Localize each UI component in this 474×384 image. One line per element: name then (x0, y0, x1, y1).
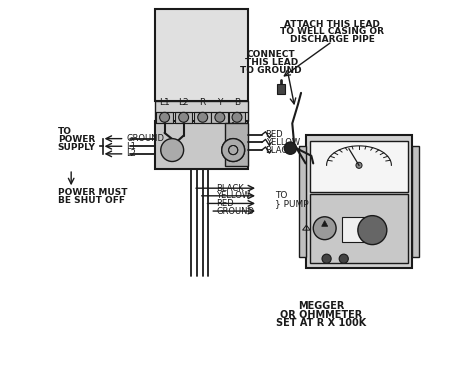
Text: GROUND: GROUND (216, 207, 254, 215)
Text: TO: TO (58, 126, 72, 136)
Text: CONNECT: CONNECT (247, 50, 296, 59)
Text: GROUND: GROUND (127, 134, 164, 143)
Text: TO GROUND: TO GROUND (240, 66, 302, 74)
Circle shape (232, 113, 242, 122)
Text: L2: L2 (127, 149, 137, 158)
Circle shape (215, 113, 225, 122)
Polygon shape (342, 217, 364, 242)
Text: SET AT R X 100K: SET AT R X 100K (276, 318, 366, 328)
Polygon shape (228, 112, 246, 122)
Circle shape (358, 216, 387, 245)
Text: SUPPLY: SUPPLY (58, 143, 96, 152)
Text: MEGGER: MEGGER (298, 301, 344, 311)
Polygon shape (155, 9, 248, 101)
Text: TO WELL CASING OR: TO WELL CASING OR (280, 27, 384, 36)
Text: } PUMP: } PUMP (275, 199, 309, 208)
Text: OR OHMMETER: OR OHMMETER (280, 310, 362, 320)
Polygon shape (211, 112, 228, 122)
Text: RED: RED (265, 130, 283, 139)
Text: L1: L1 (127, 142, 137, 151)
Text: L2: L2 (178, 98, 189, 107)
Circle shape (284, 142, 296, 154)
Circle shape (222, 139, 245, 162)
Circle shape (339, 254, 348, 263)
Polygon shape (225, 123, 248, 166)
Text: YELLOW: YELLOW (265, 138, 300, 147)
Text: DISCHARGE PIPE: DISCHARGE PIPE (290, 35, 375, 44)
Polygon shape (412, 146, 419, 257)
Text: B: B (234, 98, 240, 107)
Circle shape (198, 113, 208, 122)
Text: Y: Y (217, 98, 222, 107)
Polygon shape (175, 112, 192, 122)
Text: BLACK: BLACK (265, 146, 293, 155)
Circle shape (161, 139, 183, 162)
Text: POWER MUST: POWER MUST (58, 187, 128, 197)
Text: POWER: POWER (58, 135, 95, 144)
Text: BLACK: BLACK (216, 184, 244, 193)
Circle shape (322, 254, 331, 263)
Polygon shape (155, 101, 248, 121)
Text: RED: RED (216, 199, 234, 208)
Text: BE SHUT OFF: BE SHUT OFF (58, 196, 125, 205)
Text: TO: TO (275, 191, 288, 200)
Text: R: R (200, 98, 206, 107)
Polygon shape (306, 135, 412, 268)
Circle shape (160, 113, 170, 122)
Polygon shape (155, 121, 248, 169)
Text: YELLOW: YELLOW (216, 191, 250, 200)
Circle shape (222, 139, 245, 162)
Polygon shape (322, 220, 328, 226)
Polygon shape (310, 141, 408, 192)
Polygon shape (277, 84, 285, 94)
Polygon shape (310, 194, 408, 263)
Circle shape (356, 162, 362, 168)
Text: L1: L1 (159, 98, 170, 107)
Polygon shape (299, 146, 306, 257)
Circle shape (179, 113, 189, 122)
Text: THIS LEAD: THIS LEAD (245, 58, 298, 67)
Circle shape (313, 217, 336, 240)
Polygon shape (194, 112, 211, 122)
Polygon shape (156, 112, 173, 122)
Text: ATTACH THIS LEAD: ATTACH THIS LEAD (284, 20, 380, 29)
